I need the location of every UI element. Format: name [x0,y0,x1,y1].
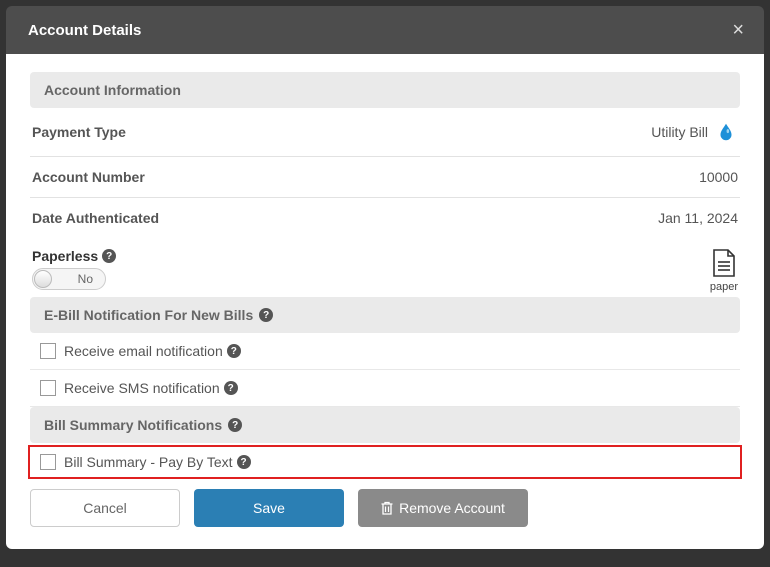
paperless-toggle[interactable]: No [32,268,106,290]
label-payment-type: Payment Type [32,124,126,140]
value-account-number: 10000 [699,169,738,185]
help-icon[interactable]: ? [227,344,241,358]
save-button[interactable]: Save [194,489,344,527]
row-pay-by-text: Bill Summary - Pay By Text ? [28,445,742,479]
section-label: E-Bill Notification For New Bills [44,307,253,323]
label-receive-email: Receive email notification ? [64,343,241,359]
help-icon[interactable]: ? [102,249,116,263]
text-pay-by-text: Bill Summary - Pay By Text [64,454,233,470]
label-paperless: Paperless ? [32,248,116,264]
paperless-control: Paperless ? No [32,248,116,290]
section-bill-summary: Bill Summary Notifications ? [30,407,740,443]
value-payment-type: Utility Bill [651,120,738,144]
help-icon[interactable]: ? [237,455,251,469]
checkbox-receive-sms[interactable] [40,380,56,396]
text-paperless-label: Paperless [32,248,98,264]
checkbox-receive-email[interactable] [40,343,56,359]
section-account-information: Account Information [30,72,740,108]
remove-account-button[interactable]: Remove Account [358,489,528,527]
help-icon[interactable]: ? [259,308,273,322]
text-receive-sms: Receive SMS notification [64,380,220,396]
cancel-button[interactable]: Cancel [30,489,180,527]
paper-document-icon [710,248,738,278]
section-ebill-notification: E-Bill Notification For New Bills ? [30,297,740,333]
row-receive-email: Receive email notification ? [30,333,740,370]
modal-title: Account Details [28,22,141,39]
value-date-authenticated: Jan 11, 2024 [658,210,738,226]
button-row: Cancel Save Remove Account [30,489,740,527]
toggle-knob [34,270,52,288]
paper-icon-caption: paper [710,281,738,293]
text-payment-type: Utility Bill [651,124,708,140]
paper-icon-block: paper [710,248,738,293]
label-receive-sms: Receive SMS notification ? [64,380,238,396]
row-account-number: Account Number 10000 [30,157,740,198]
remove-button-label: Remove Account [399,500,505,516]
text-receive-email: Receive email notification [64,343,223,359]
trash-icon [381,501,393,515]
section-label: Account Information [44,82,181,98]
account-details-modal: Account Details × Account Information Pa… [6,6,764,549]
help-icon[interactable]: ? [224,381,238,395]
toggle-text: No [78,272,93,286]
row-payment-type: Payment Type Utility Bill [30,108,740,157]
modal-header: Account Details × [6,6,764,54]
section-label: Bill Summary Notifications [44,417,222,433]
row-receive-sms: Receive SMS notification ? [30,370,740,407]
label-date-authenticated: Date Authenticated [32,210,159,226]
help-icon[interactable]: ? [228,418,242,432]
modal-body: Account Information Payment Type Utility… [6,54,764,549]
close-icon[interactable]: × [732,20,744,40]
row-date-authenticated: Date Authenticated Jan 11, 2024 [30,198,740,238]
label-pay-by-text: Bill Summary - Pay By Text ? [64,454,251,470]
row-paperless: Paperless ? No paper [30,238,740,297]
water-drop-icon [714,120,738,144]
checkbox-pay-by-text[interactable] [40,454,56,470]
label-account-number: Account Number [32,169,145,185]
